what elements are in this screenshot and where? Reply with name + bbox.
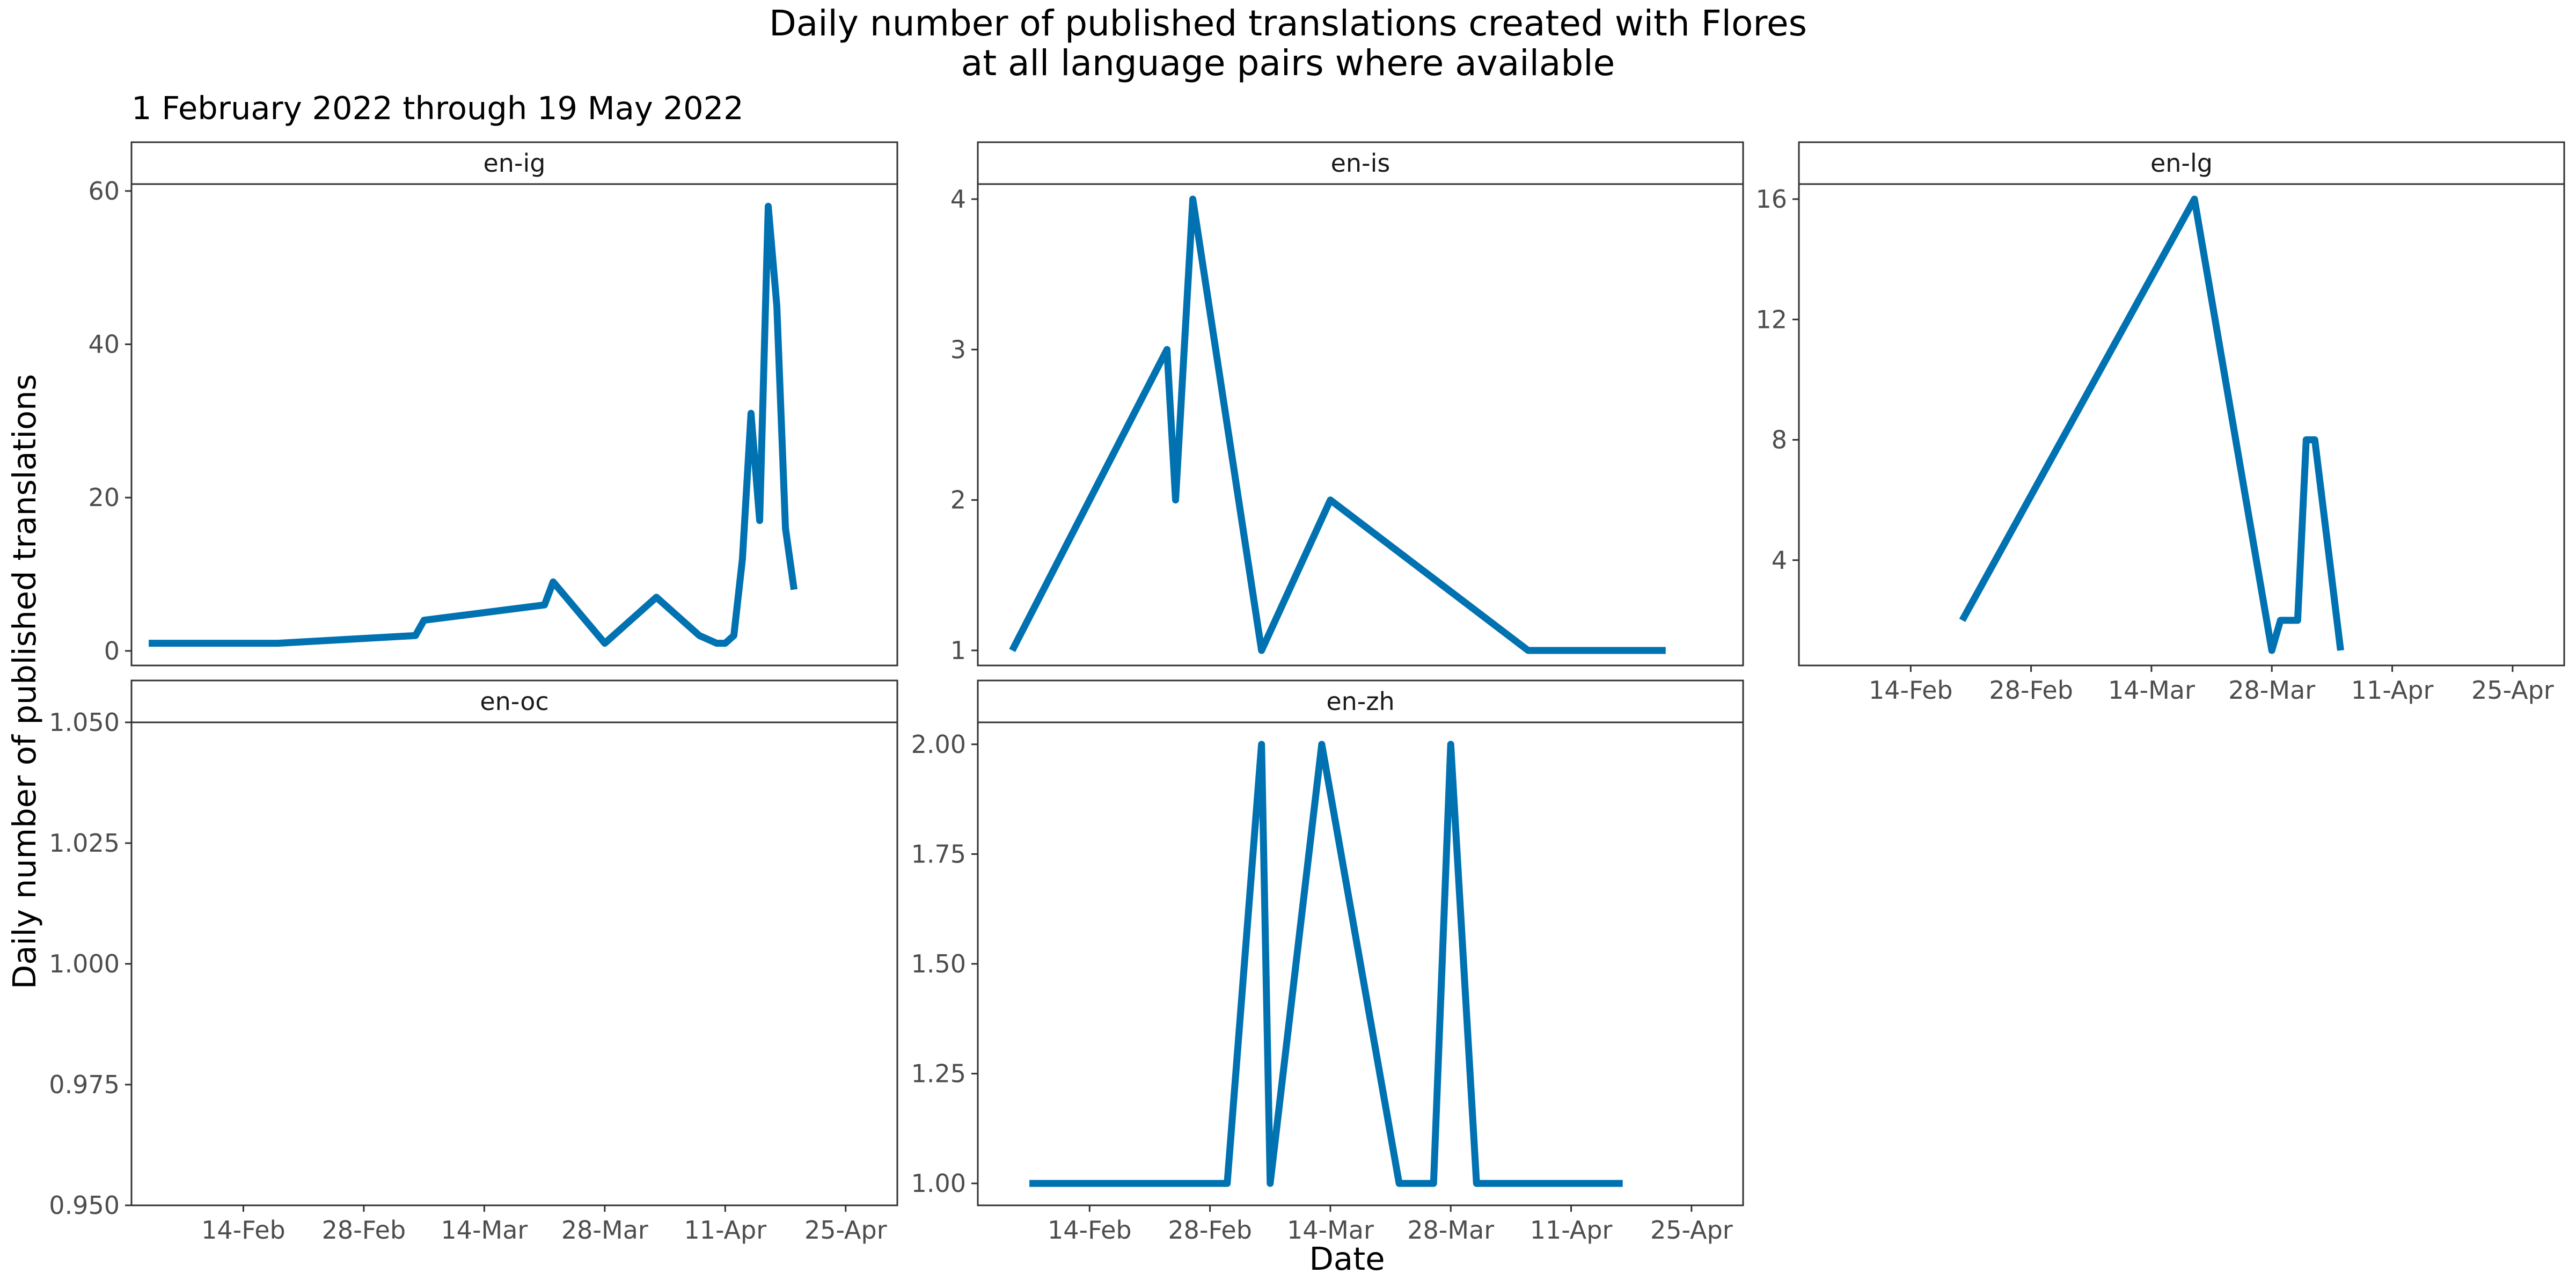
x-tick-label: 14-Mar xyxy=(441,1216,528,1245)
y-tick-label: 16 xyxy=(1755,185,1787,214)
panel-en-zh: en-zh 1.00 1.25 1.50 1.75 2.00 14-Feb 28-Feb 14-… xyxy=(911,679,1744,1245)
x-tick-label: 14-Mar xyxy=(1287,1216,1374,1245)
x-tick-label: 28-Mar xyxy=(561,1216,648,1245)
y-tick-label: 1.000 xyxy=(49,949,120,978)
x-tick-label: 14-Mar xyxy=(2108,676,2195,705)
x-tick-label: 28-Feb xyxy=(1168,1216,1252,1245)
facet-label: en-lg xyxy=(2150,149,2213,178)
panel-en-is: en-is 1 2 3 4 xyxy=(950,141,1744,667)
chart-title-line2: at all language pairs where available xyxy=(961,42,1615,84)
y-axis-label: Daily number of published translations xyxy=(6,374,43,989)
x-tick-label: 28-Mar xyxy=(2228,676,2315,705)
y-tick-label: 60 xyxy=(88,177,120,206)
facet-strip xyxy=(130,141,898,185)
y-tick-label: 1.50 xyxy=(911,949,966,978)
x-tick-label: 11-Apr xyxy=(2351,676,2434,705)
y-tick-label: 1 xyxy=(950,636,966,665)
y-tick-label: 0 xyxy=(104,636,120,665)
y-tick-label: 1.25 xyxy=(911,1059,966,1088)
facet-label: en-zh xyxy=(1326,687,1394,716)
chart-title-line1: Daily number of published translations c… xyxy=(769,3,1807,44)
x-tick-label: 14-Feb xyxy=(201,1216,286,1245)
y-tick-label: 2 xyxy=(950,486,966,515)
y-tick-label: 40 xyxy=(88,330,120,359)
y-tick-label: 12 xyxy=(1755,305,1787,334)
series-line-en-zh xyxy=(1029,741,1623,1187)
panel-border xyxy=(130,183,898,667)
panel-border xyxy=(130,721,898,1206)
x-tick-label: 28-Mar xyxy=(1407,1216,1494,1245)
panel-en-ig: en-ig 0 20 40 60 xyxy=(88,141,898,667)
facet-label: en-is xyxy=(1331,149,1391,178)
panel-en-lg: en-lg 4 8 12 16 14-Feb 28-Feb 14-Mar 28-Mar 11-Ap… xyxy=(1755,141,2565,705)
x-axis-label: Date xyxy=(1309,1240,1385,1277)
facet-label: en-ig xyxy=(483,149,545,178)
facet-label: en-oc xyxy=(480,687,548,716)
panel-border xyxy=(1798,183,2565,667)
x-tick-label: 28-Feb xyxy=(322,1216,406,1245)
facet-strip xyxy=(1798,141,2565,185)
y-tick-label: 20 xyxy=(88,483,120,512)
y-tick-label: 0.975 xyxy=(49,1070,120,1099)
y-tick-label: 1.75 xyxy=(911,839,966,868)
x-tick-label: 14-Feb xyxy=(1048,1216,1132,1245)
series-line-en-lg xyxy=(1959,195,2344,654)
series-line-en-ig xyxy=(149,202,798,647)
series-line-en-is xyxy=(1009,195,1666,654)
y-tick-label: 8 xyxy=(1772,426,1787,455)
y-tick-label: 4 xyxy=(1772,546,1787,575)
facet-strip xyxy=(977,679,1744,723)
y-tick-label: 2.00 xyxy=(911,730,966,759)
panel-border xyxy=(977,183,1744,667)
x-tick-label: 28-Feb xyxy=(1989,676,2073,705)
y-tick-label: 1.00 xyxy=(911,1169,966,1198)
x-tick-label: 11-Apr xyxy=(1530,1216,1613,1245)
y-tick-label: 3 xyxy=(950,335,966,364)
panel-en-oc: en-oc 0.950 0.975 1.000 1.025 1.050 14-Feb 28-F… xyxy=(49,679,898,1245)
x-tick-label: 25-Apr xyxy=(1650,1216,1733,1245)
x-tick-label: 11-Apr xyxy=(684,1216,766,1245)
x-tick-label: 25-Apr xyxy=(2471,676,2554,705)
x-tick-label: 14-Feb xyxy=(1869,676,1953,705)
x-tick-label: 25-Apr xyxy=(804,1216,887,1245)
chart-subtitle: 1 February 2022 through 19 May 2022 xyxy=(131,90,744,127)
y-tick-label: 4 xyxy=(950,185,966,214)
y-tick-label: 0.950 xyxy=(49,1191,120,1220)
y-tick-label: 1.025 xyxy=(49,829,120,858)
y-tick-label: 1.050 xyxy=(49,708,120,737)
